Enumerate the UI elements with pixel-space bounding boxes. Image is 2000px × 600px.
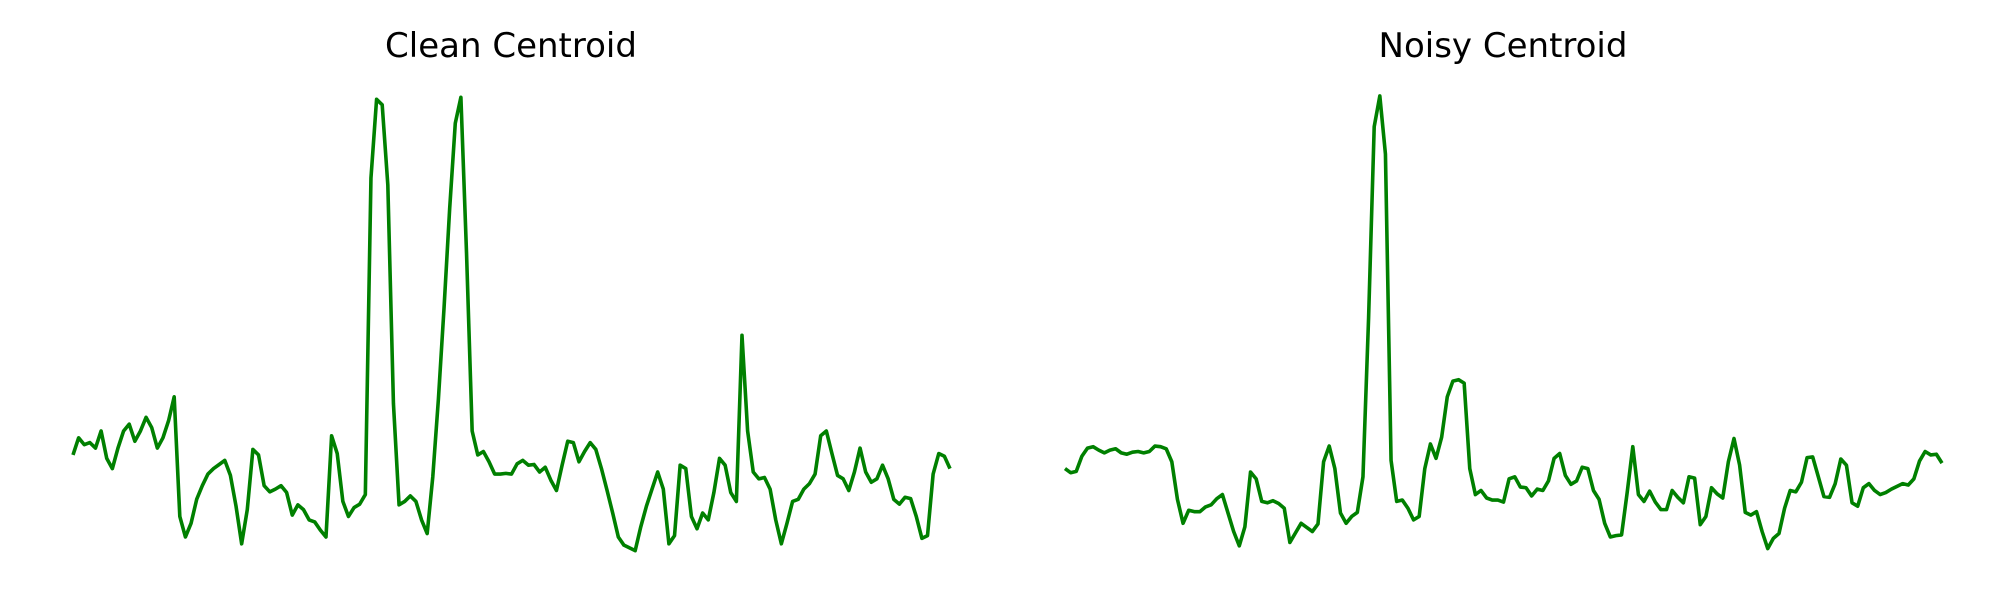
- noisy-centroid-title: Noisy Centroid: [1379, 26, 1628, 66]
- clean-centroid-panel: Clean Centroid: [71, 26, 952, 553]
- noisy-centroid-line: [1063, 94, 1944, 551]
- clean-centroid-title: Clean Centroid: [385, 26, 637, 66]
- clean-centroid-line: [71, 95, 952, 553]
- noisy-centroid-panel: Noisy Centroid: [1063, 26, 1944, 551]
